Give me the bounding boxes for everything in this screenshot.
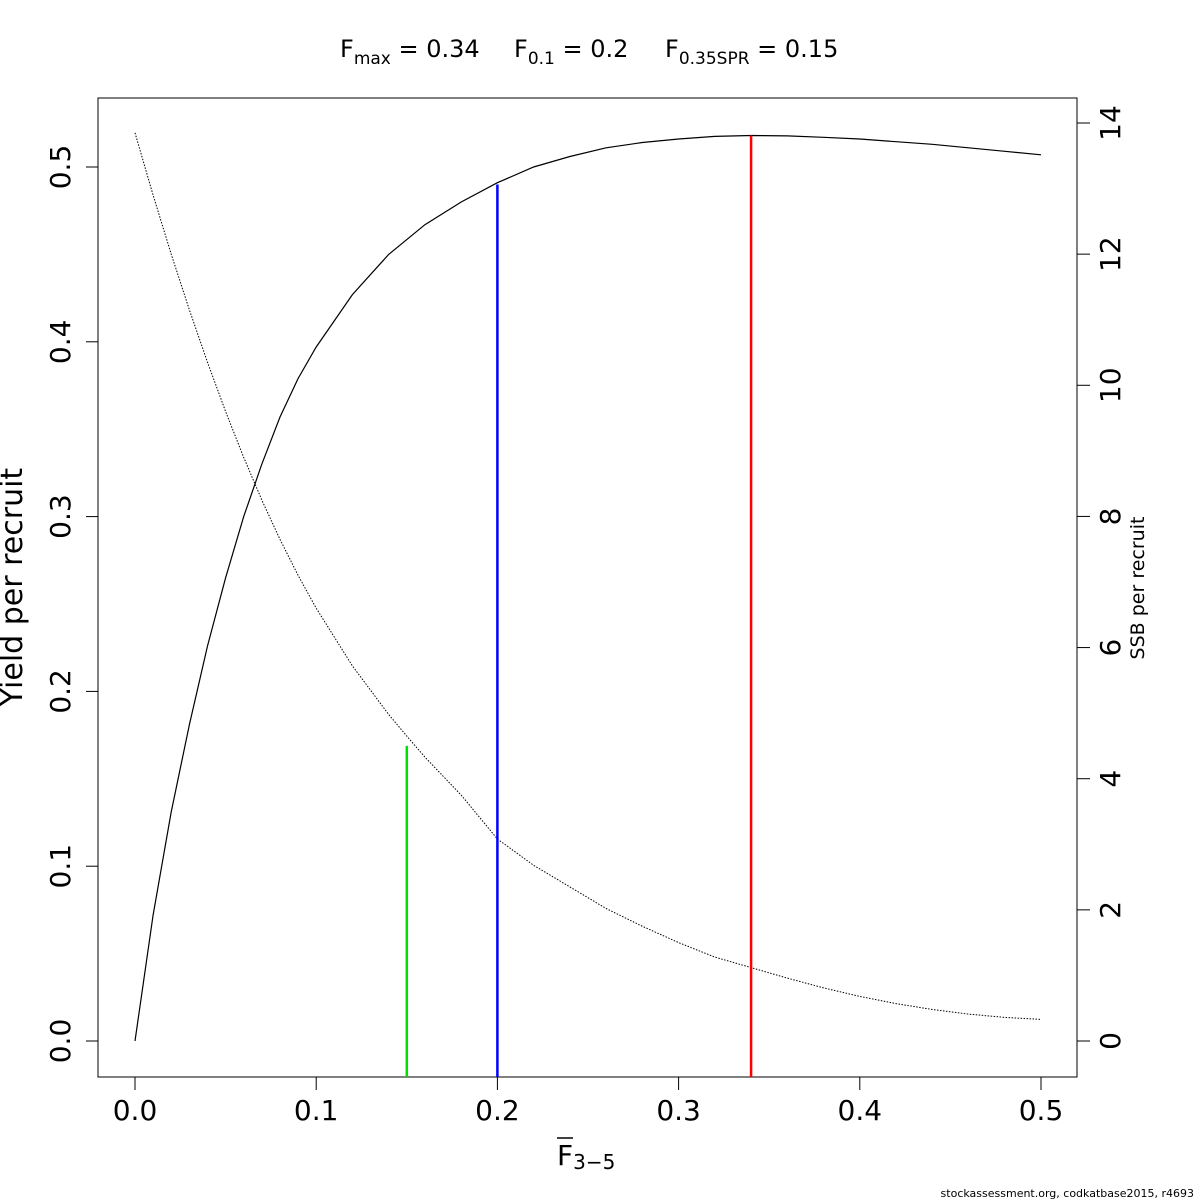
x-tick-label: 0.0 <box>113 1094 158 1127</box>
x-axis-title-sub: 3−5 <box>573 1150 615 1174</box>
y-left-tick-label: 0.0 <box>44 1019 77 1064</box>
x-tick-label: 0.3 <box>656 1094 701 1127</box>
reference-values-header: Fmax = 0.34 F0.1 = 0.2 F0.35SPR = 0.15 <box>340 35 838 69</box>
x-tick-label: 0.5 <box>1019 1094 1064 1127</box>
fspr-header: F0.35SPR = 0.15 <box>665 35 838 69</box>
ssb-per-recruit-line <box>134 132 1042 1020</box>
y-right-tick-label: 8 <box>1094 508 1127 526</box>
y-right-tick-label: 14 <box>1094 105 1127 141</box>
y-right-tick-label: 2 <box>1094 901 1127 919</box>
yield-per-recruit-line <box>134 134 1042 1042</box>
y-left-tick-label: 0.5 <box>44 145 77 190</box>
y-right-tick-label: 12 <box>1094 236 1127 272</box>
x-axis: 0.0 0.1 0.2 0.3 0.4 0.5 <box>113 1077 1064 1127</box>
svg-text:F3−5: F3−5 <box>557 1139 615 1174</box>
y-axis-left-title: Yield per recruit <box>0 468 30 708</box>
reference-lines <box>405 135 753 1077</box>
y-axis-right-title: SSB per recruit <box>1127 517 1149 660</box>
y-axis-right: 0 2 4 6 8 10 12 14 <box>1077 105 1127 1050</box>
y-right-tick-label: 6 <box>1094 639 1127 657</box>
x-axis-title: F3−5 <box>557 1137 615 1174</box>
y-right-tick-label: 0 <box>1094 1032 1127 1050</box>
y-axis-left: 0.0 0.1 0.2 0.3 0.4 0.5 <box>44 145 98 1064</box>
y-right-tick-label: 4 <box>1094 770 1127 788</box>
y-left-tick-label: 0.3 <box>44 494 77 539</box>
plot-frame <box>97 97 1078 1078</box>
y-right-tick-label: 10 <box>1094 367 1127 403</box>
y-left-tick-label: 0.1 <box>44 844 77 889</box>
y-left-tick-label: 0.4 <box>44 320 77 365</box>
x-tick-label: 0.4 <box>838 1094 883 1127</box>
f01-header: F0.1 = 0.2 <box>514 35 628 69</box>
y-left-tick-label: 0.2 <box>44 669 77 714</box>
series-layer <box>134 132 1042 1042</box>
footer-credit: stockassessment.org, codkatbase2015, r46… <box>941 1187 1194 1200</box>
x-tick-label: 0.2 <box>475 1094 520 1127</box>
x-tick-label: 0.1 <box>294 1094 339 1127</box>
fmax-header: Fmax = 0.34 <box>340 35 480 69</box>
x-axis-title-main: F <box>557 1139 573 1172</box>
